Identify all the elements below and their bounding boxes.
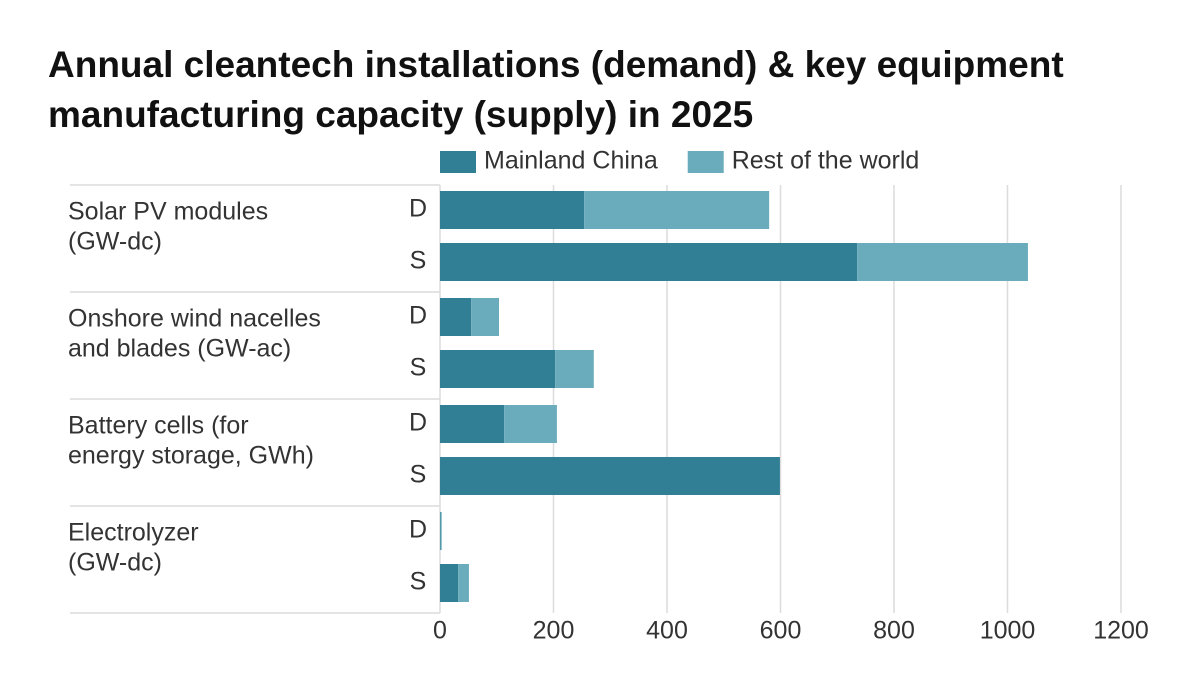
bar-segment <box>584 191 770 229</box>
row-label: D <box>409 516 427 544</box>
x-tick-label: 1000 <box>980 617 1036 645</box>
x-tick-label: 1200 <box>1093 617 1149 645</box>
group-label: Battery cells (for <box>68 412 249 440</box>
bar-segment <box>857 243 1028 281</box>
x-tick-label: 0 <box>433 617 447 645</box>
row-label: S <box>410 354 427 382</box>
legend-swatch <box>687 151 724 173</box>
group-label: (GW-dc) <box>68 228 162 256</box>
bar-segment <box>440 512 441 550</box>
bar-segment <box>440 350 556 388</box>
row-label: D <box>409 409 427 437</box>
x-tick-label: 800 <box>873 617 915 645</box>
legend-swatch <box>440 151 476 173</box>
bar-segment <box>555 350 594 388</box>
chart-title: Annual cleantech installations (demand) … <box>48 44 1064 135</box>
row-label: S <box>410 461 427 489</box>
x-tick-label: 200 <box>533 617 575 645</box>
x-tick-label: 400 <box>646 617 688 645</box>
group-label: Solar PV modules <box>68 198 268 226</box>
group-label: Electrolyzer <box>68 519 199 547</box>
bar-segment <box>458 564 469 602</box>
bar-segment <box>440 512 442 550</box>
bar-segment <box>440 564 459 602</box>
bar-segment <box>440 405 505 443</box>
row-label: S <box>410 247 427 275</box>
bar-segment <box>440 243 858 281</box>
bar-segment <box>440 191 585 229</box>
row-label: D <box>409 302 427 330</box>
group-label: and blades (GW-ac) <box>68 335 291 363</box>
x-tick-label: 600 <box>760 617 802 645</box>
legend-label: Rest of the world <box>732 147 920 175</box>
row-label: S <box>410 568 427 596</box>
bar-segment <box>440 457 780 495</box>
legend-label: Mainland China <box>484 147 658 175</box>
bar-segment <box>471 298 500 336</box>
bar-segment <box>504 405 557 443</box>
row-label: D <box>409 195 427 223</box>
group-label: Onshore wind nacelles <box>68 305 321 333</box>
group-label: (GW-dc) <box>68 549 162 577</box>
bar-segment <box>440 298 472 336</box>
group-label: energy storage, GWh) <box>68 442 314 470</box>
